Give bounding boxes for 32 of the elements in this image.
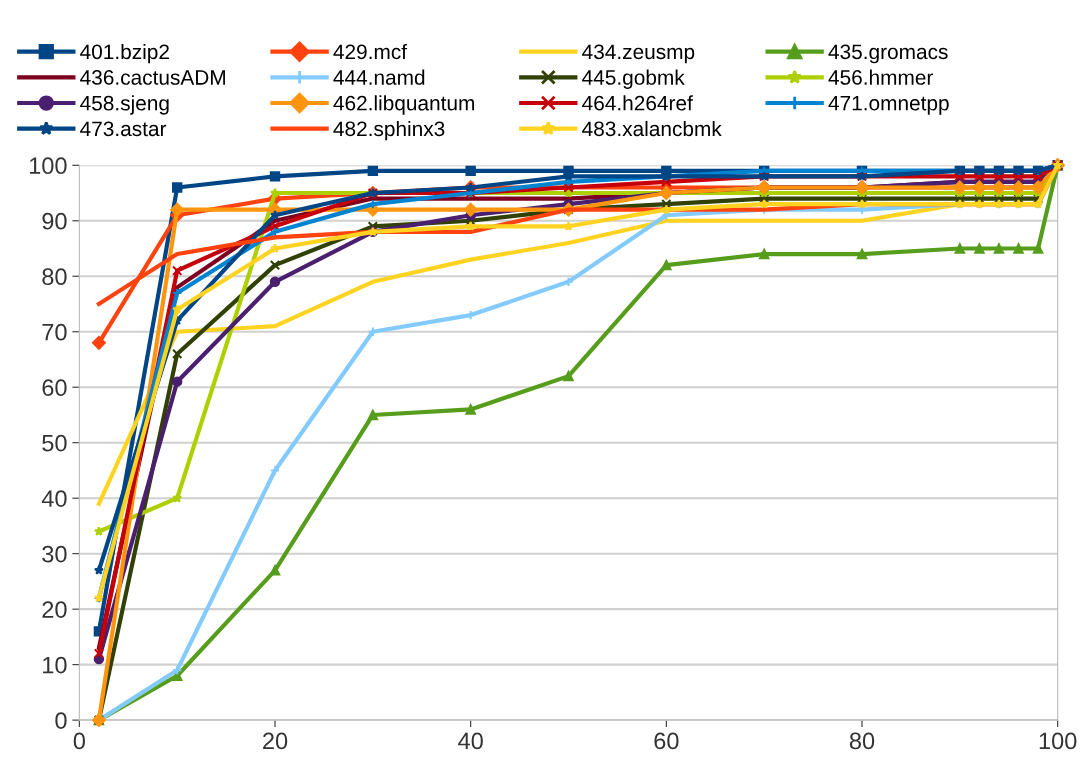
x-tick-label: 100 (1039, 732, 1077, 750)
y-tick-label: 20 (42, 601, 67, 618)
x-tick-label: 20 (263, 732, 288, 750)
legend-label: 444.namd (333, 69, 425, 85)
legend-label: 456.hmmer (828, 69, 934, 85)
y-tick-label: 50 (42, 434, 67, 452)
y-tick-label: 70 (42, 323, 67, 341)
legend-label: 462.libquantum (333, 95, 475, 115)
x-tick-label: 40 (458, 732, 483, 750)
legend-label: 434.zeusmp (582, 44, 695, 64)
legend-label: 435.gromacs (828, 44, 948, 64)
legend-label: 401.bzip2 (80, 43, 169, 64)
legend-label: 458.sjeng (80, 95, 169, 115)
x-tick-label: 0 (73, 732, 85, 750)
x-tick-label: 60 (654, 732, 679, 750)
y-tick-label: 10 (43, 656, 67, 674)
legend-label: 471.omnetpp (828, 95, 949, 115)
y-tick-label: 80 (42, 268, 67, 286)
y-tick-label: 0 (55, 712, 67, 729)
legend-label: 464.h264ref (582, 95, 693, 111)
y-tick-label: 90 (42, 212, 67, 230)
legend-label: 473.astar (80, 121, 167, 137)
legend-label: 482.sphinx3 (333, 120, 445, 141)
y-tick-label: 100 (29, 157, 67, 175)
legend-label: 445.gobmk (582, 69, 685, 89)
x-tick-label: 80 (849, 732, 875, 750)
legend-label: 436.cactusADM (80, 70, 225, 85)
y-tick-label: 40 (41, 490, 67, 507)
legend-label: 483.xalancbmk (582, 120, 722, 137)
legend-label: 429.mcf (333, 43, 408, 60)
y-tick-label: 30 (42, 545, 67, 563)
y-tick-label: 60 (42, 379, 67, 397)
